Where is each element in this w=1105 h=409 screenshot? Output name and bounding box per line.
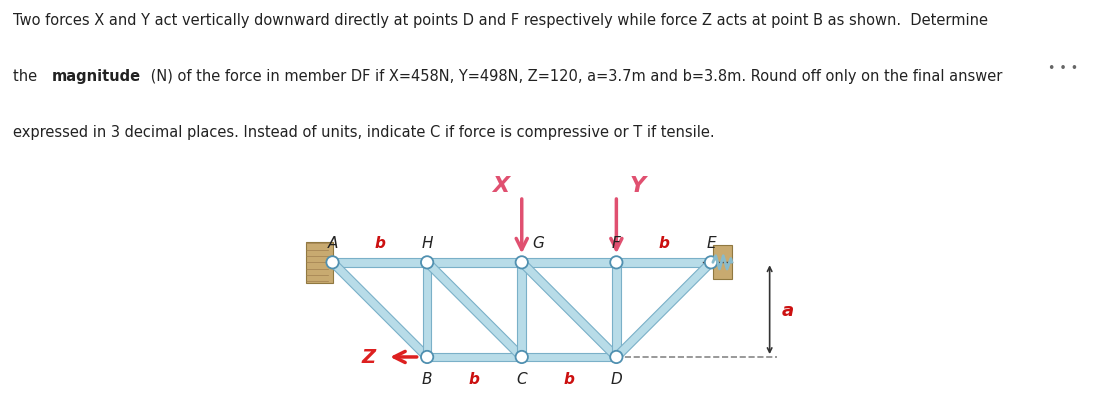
Text: E: E (706, 236, 716, 250)
Text: X: X (493, 175, 509, 195)
Text: b: b (469, 371, 480, 386)
Polygon shape (424, 260, 525, 360)
Text: b: b (375, 236, 386, 250)
Polygon shape (613, 260, 714, 360)
Polygon shape (428, 353, 522, 361)
Circle shape (610, 256, 622, 269)
Polygon shape (522, 353, 617, 361)
Text: F: F (612, 236, 621, 250)
Text: C: C (516, 371, 527, 386)
Text: B: B (422, 371, 432, 386)
Polygon shape (522, 258, 617, 267)
Polygon shape (423, 263, 431, 357)
Polygon shape (617, 258, 711, 267)
Circle shape (705, 256, 717, 269)
Text: G: G (532, 236, 544, 250)
Bar (713, 246, 732, 280)
Text: b: b (564, 371, 575, 386)
Text: (N) of the force in member DF if X=458N, Y=498N, Z=120, a=3.7m and b=3.8m. Round: (N) of the force in member DF if X=458N,… (146, 69, 1002, 84)
Polygon shape (329, 260, 430, 360)
Polygon shape (612, 263, 621, 357)
Bar (306, 242, 333, 283)
Text: b: b (659, 236, 670, 250)
Text: magnitude: magnitude (52, 69, 141, 84)
Text: Two forces X and Y act vertically downward directly at points D and F respective: Two forces X and Y act vertically downwa… (13, 13, 988, 28)
Circle shape (516, 351, 528, 363)
Text: expressed in 3 decimal places. Instead of units, indicate C if force is compress: expressed in 3 decimal places. Instead o… (13, 124, 715, 139)
Text: H: H (421, 236, 433, 250)
Text: D: D (610, 371, 622, 386)
Polygon shape (333, 258, 428, 267)
Text: the: the (13, 69, 42, 84)
Text: a: a (782, 301, 794, 319)
Circle shape (516, 256, 528, 269)
Text: Z: Z (361, 348, 376, 366)
Text: A: A (327, 236, 338, 250)
Circle shape (326, 256, 338, 269)
Text: Y: Y (629, 175, 645, 195)
Circle shape (421, 351, 433, 363)
Polygon shape (518, 260, 620, 360)
Circle shape (610, 351, 622, 363)
Text: • • •: • • • (1048, 62, 1078, 75)
Polygon shape (517, 263, 526, 357)
Circle shape (421, 256, 433, 269)
Polygon shape (428, 258, 522, 267)
